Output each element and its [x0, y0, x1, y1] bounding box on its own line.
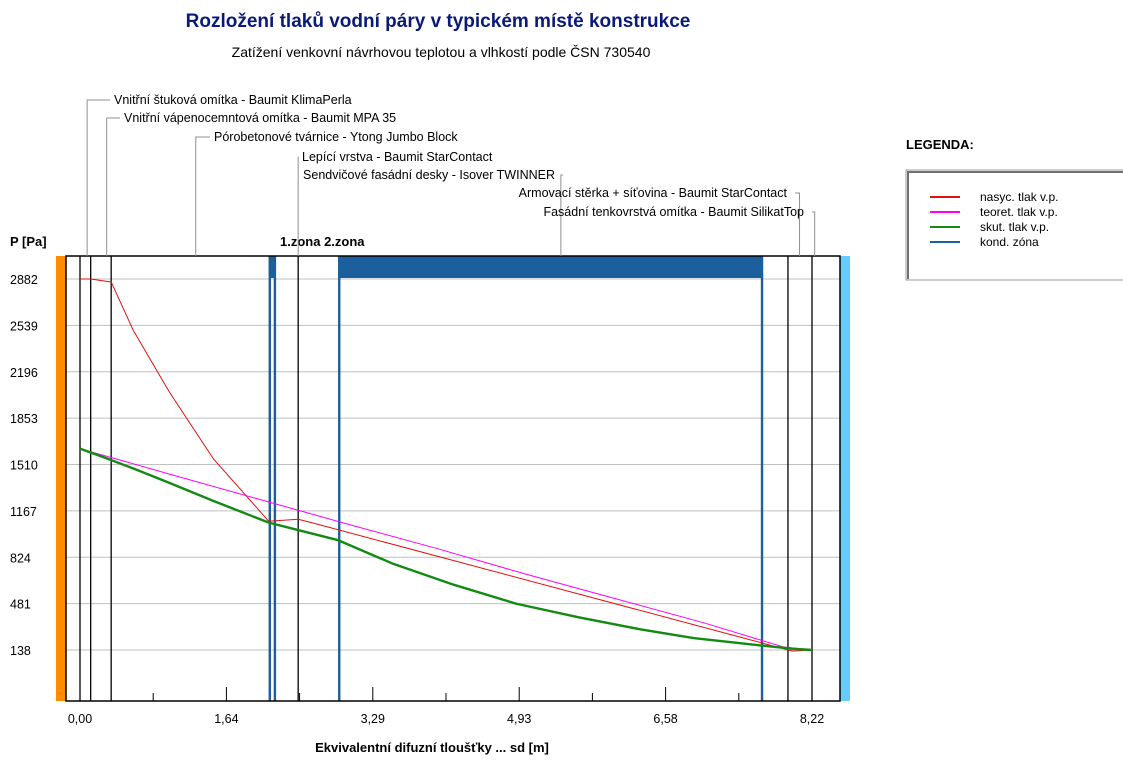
layer-boundaries — [79, 256, 813, 701]
plot-border — [65, 255, 841, 702]
layer-leader — [195, 136, 210, 256]
interior-bar — [56, 256, 66, 701]
layer-annotation: Sendvičové fasádní desky - Isover TWINNE… — [303, 168, 563, 256]
series-lines — [79, 278, 813, 652]
layer-annotation: Vnitřní vápenocemntová omítka - Baumit M… — [106, 111, 396, 256]
y-tick-label: 1510 — [10, 459, 38, 473]
legend-box — [905, 169, 1123, 281]
layer-label: Armovací stěrka + síťovina - Baumit Star… — [519, 186, 788, 200]
y-tick-label: 2539 — [10, 319, 38, 333]
chart-title: Rozložení tlaků vodní páry v typickém mí… — [186, 11, 691, 32]
y-axis-label: P [Pa] — [10, 234, 47, 249]
zone-bar — [338, 256, 764, 278]
layer-label: Sendvičové fasádní desky - Isover TWINNE… — [303, 168, 555, 182]
y-tick-label: 481 — [10, 598, 31, 612]
y-tick-label: 1167 — [10, 505, 37, 519]
legend-label: nasyc. tlak v.p. — [980, 190, 1058, 204]
layer-labels: Vnitřní štuková omítka - Baumit KlimaPer… — [86, 93, 816, 256]
series-line — [79, 448, 813, 651]
condensation-zones — [268, 256, 764, 701]
y-tick-label: 2196 — [10, 366, 38, 380]
plot-frame — [65, 255, 841, 702]
zone-labels: 1.zona 2.zona — [280, 234, 365, 249]
layer-annotation: Fasádní tenkovrstvá omítka - Baumit Sili… — [543, 205, 816, 256]
layer-annotation: Vnitřní štuková omítka - Baumit KlimaPer… — [86, 93, 352, 256]
layer-leader — [86, 99, 110, 256]
layer-annotation: Lepící vrstva - Baumit StarContact — [297, 150, 493, 256]
grid-lines — [66, 278, 840, 651]
layer-leader — [560, 174, 563, 256]
x-tick-label: 4,93 — [507, 712, 531, 726]
legend: LEGENDA: nasyc. tlak v.p.teoret. tlak v.… — [905, 137, 1123, 281]
layer-leader — [812, 211, 816, 256]
x-tick-labels: 0,00 1,64 3,29 4,93 6,58 8,22 — [68, 712, 824, 726]
y-tick-labels: 2882 2539 2196 1853 1510 1167 824 481 138 — [10, 273, 38, 658]
layer-label: Lepící vrstva - Baumit StarContact — [302, 150, 493, 164]
legend-label: teoret. tlak v.p. — [980, 205, 1058, 219]
layer-leader — [106, 117, 120, 256]
layer-label: Vnitřní vápenocemntová omítka - Baumit M… — [124, 111, 396, 125]
series-line — [79, 447, 813, 652]
x-tick-label: 8,22 — [800, 712, 824, 726]
x-axis-label: Ekvivalentní difuzní tloušťky ... sd [m] — [315, 740, 549, 755]
layer-leader — [795, 192, 801, 256]
exterior-bar — [840, 256, 850, 701]
layer-label: Fasádní tenkovrstvá omítka - Baumit Sili… — [543, 205, 804, 219]
x-tick-label: 0,00 — [68, 712, 92, 726]
layer-annotation: Armovací stěrka + síťovina - Baumit Star… — [519, 186, 801, 256]
y-tick-label: 1853 — [10, 412, 38, 426]
chart-subtitle: Zatížení venkovní návrhovou teplotou a v… — [232, 44, 651, 60]
y-tick-label: 824 — [10, 551, 31, 565]
layer-annotation: Pórobetonové tvárnice - Ytong Jumbo Bloc… — [195, 130, 458, 256]
zone-bar — [268, 256, 276, 278]
legend-label: skut. tlak v.p. — [980, 220, 1049, 234]
x-tick-label: 3,29 — [361, 712, 385, 726]
layer-label: Pórobetonové tvárnice - Ytong Jumbo Bloc… — [214, 130, 458, 144]
legend-label: kond. zóna — [980, 235, 1039, 249]
x-tick-label: 6,58 — [653, 712, 677, 726]
series-line — [80, 278, 813, 652]
legend-title: LEGENDA: — [906, 137, 974, 152]
x-tick-label: 1,64 — [214, 712, 238, 726]
layer-label: Vnitřní štuková omítka - Baumit KlimaPer… — [114, 93, 352, 107]
y-tick-label: 2882 — [10, 273, 38, 287]
y-tick-label: 138 — [10, 644, 31, 658]
